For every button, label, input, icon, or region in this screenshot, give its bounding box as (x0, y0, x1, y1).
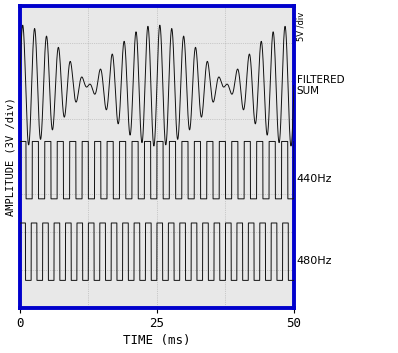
X-axis label: TIME (ms): TIME (ms) (123, 334, 191, 347)
Text: FILTERED
SUM: FILTERED SUM (297, 75, 344, 96)
Text: 440Hz: 440Hz (297, 174, 332, 184)
Text: 5V /div: 5V /div (297, 12, 306, 41)
Text: 480Hz: 480Hz (297, 256, 332, 266)
Y-axis label: AMPLITUDE (3V /div): AMPLITUDE (3V /div) (6, 97, 16, 216)
